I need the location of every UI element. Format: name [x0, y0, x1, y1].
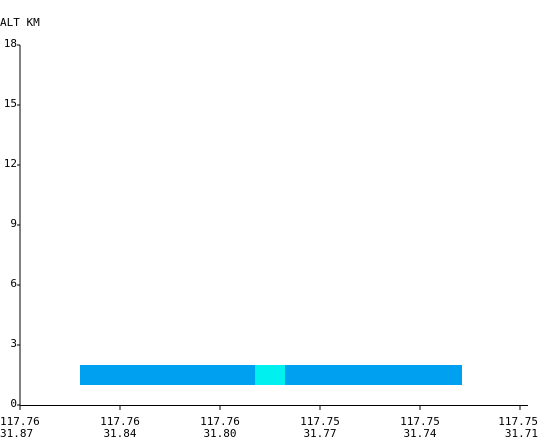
x-tick-label-lon: 117.76 — [100, 415, 140, 428]
y-axis-title: ALT KM — [0, 16, 40, 29]
x-tick-label-lat: 31.87 — [0, 427, 33, 440]
x-tick-label-lon: 117.76 — [200, 415, 240, 428]
x-tick-label-lon: 117.75 — [400, 415, 440, 428]
data-band-2 — [285, 365, 462, 385]
x-tick-label-lon: 117.76 — [0, 415, 40, 428]
y-tick-label: 18 — [4, 37, 17, 50]
y-tick-label: 9 — [10, 217, 17, 230]
x-tick-label-lat: 31.74 — [403, 427, 436, 440]
data-bands — [80, 365, 462, 385]
x-tick-label-lat: 31.71 — [505, 427, 538, 440]
y-tick-label: 6 — [10, 277, 17, 290]
y-tick-label: 3 — [10, 337, 17, 350]
data-band-0 — [80, 365, 255, 385]
x-tick-label-lat: 31.77 — [303, 427, 336, 440]
x-tick-label-lon: 117.75 — [300, 415, 340, 428]
x-tick-label-lat: 31.80 — [203, 427, 236, 440]
data-band-1 — [255, 365, 285, 385]
y-tick-label: 15 — [4, 97, 17, 110]
x-tick-label-lon: 117.75 — [498, 415, 538, 428]
axes: 1815129630117.7631.87117.7631.84117.7631… — [0, 37, 538, 440]
x-tick-label-lat: 31.84 — [103, 427, 136, 440]
y-tick-label: 12 — [4, 157, 17, 170]
y-tick-label: 0 — [10, 397, 17, 410]
